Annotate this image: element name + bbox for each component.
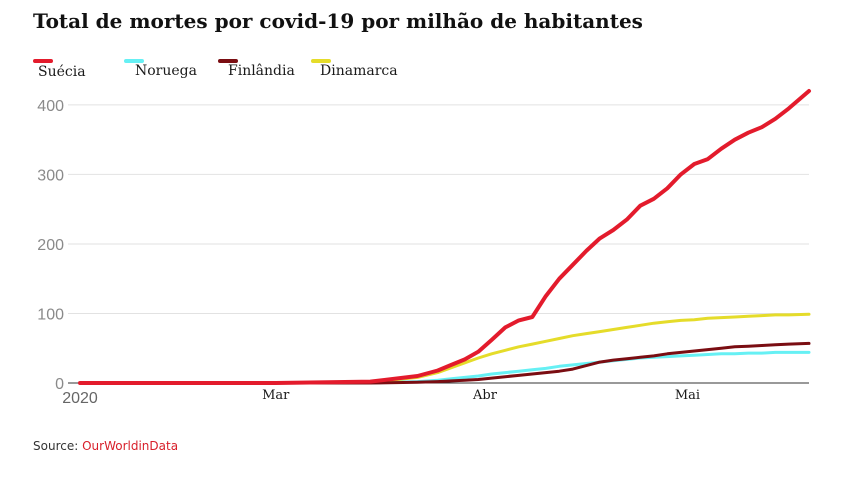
series-line-finland <box>78 341 811 385</box>
legend-label-sweden: Suécia <box>38 64 86 80</box>
x-tick-label: 2020 <box>62 390 98 407</box>
legend-swatch-norway <box>124 59 144 63</box>
chart-title: Total de mortes por covid-19 por milhão … <box>33 9 643 33</box>
y-tick-label: 0 <box>55 376 64 393</box>
source-note: Source: OurWorldinData <box>33 439 178 453</box>
x-tick-label: Mai <box>675 388 700 403</box>
y-tick-label: 200 <box>37 237 64 254</box>
y-tick-label: 400 <box>37 98 64 115</box>
source-link[interactable]: OurWorldinData <box>82 439 179 453</box>
legend-swatch-denmark <box>311 59 331 63</box>
legend-label-denmark: Dinamarca <box>320 63 398 79</box>
legend-swatch-sweden <box>33 59 53 63</box>
legend-swatch-finland <box>218 59 238 63</box>
legend-label-norway: Noruega <box>135 63 197 79</box>
y-tick-label: 100 <box>37 306 64 323</box>
x-tick-label: Mar <box>262 388 290 403</box>
series-line-sweden <box>78 89 811 385</box>
x-tick-label: Abr <box>472 388 498 403</box>
y-tick-label: 300 <box>37 167 64 184</box>
series-line-denmark <box>78 312 811 385</box>
legend-label-finland: Finlândia <box>228 63 295 79</box>
source-label: Source: <box>33 439 79 453</box>
